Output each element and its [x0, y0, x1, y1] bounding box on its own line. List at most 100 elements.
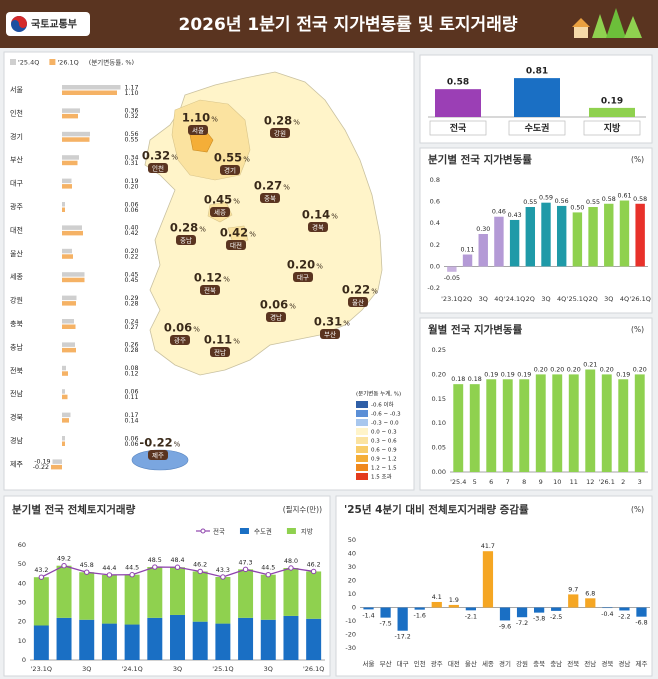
- region-tag-bg: [348, 297, 368, 307]
- map-value: 0.06: [164, 321, 192, 335]
- region-tag: 경기: [220, 165, 240, 175]
- bar: [62, 248, 72, 254]
- x-tick-label: 2Q: [463, 295, 472, 303]
- value-label: 44.4: [102, 565, 116, 572]
- x-tick-label: '25.4: [450, 478, 466, 486]
- bar-segment: [260, 619, 276, 660]
- value-label: 0.40: [125, 225, 139, 232]
- bar: [431, 601, 442, 608]
- line-marker: [197, 568, 203, 575]
- value-label: 0.06: [125, 441, 139, 448]
- line-marker: [129, 572, 135, 578]
- y-tick-label: 0.4: [430, 219, 440, 227]
- map-value: 0.32: [142, 149, 170, 163]
- house-roof: [572, 18, 590, 27]
- x-tick-label: 4Q: [557, 295, 566, 303]
- x-tick-label: '24.1Q: [121, 665, 142, 673]
- map-unit: %: [293, 119, 300, 127]
- bar: [602, 607, 613, 609]
- region-tag-bg: [293, 272, 313, 282]
- value-label: -17.2: [394, 634, 410, 641]
- bar: [62, 131, 90, 137]
- bar: [453, 384, 464, 472]
- bar-segment: [147, 567, 163, 618]
- value-label: 6.8: [585, 590, 595, 597]
- region-tag-bg: [308, 222, 328, 232]
- bar: [62, 113, 78, 119]
- y-tick-label: -20: [345, 631, 356, 639]
- map-legend-swatch: [356, 428, 368, 435]
- bar-segment: [170, 614, 185, 660]
- category-label: 서울: [10, 85, 23, 94]
- map-legend-swatch: [356, 401, 368, 408]
- region-tag-bg: [210, 207, 230, 217]
- x-tick-label: 3Q: [82, 665, 91, 673]
- value-label: 48.4: [170, 557, 184, 564]
- x-tick-label: 전북: [567, 659, 579, 668]
- x-tick-label: 7: [506, 478, 510, 486]
- x-tick-label: 전남: [584, 659, 596, 668]
- category-label: 충북: [10, 319, 23, 328]
- y-tick-label: 0.05: [432, 444, 446, 452]
- map-legend-swatch: [356, 455, 368, 462]
- legend-label: 전국: [213, 527, 225, 536]
- region-name: 충남: [180, 235, 192, 244]
- bar-segment: [260, 574, 276, 620]
- region-tag: 광주: [170, 335, 190, 345]
- value-label: 41.7: [481, 543, 495, 550]
- bar: [525, 207, 536, 267]
- line-marker: [242, 566, 249, 573]
- bar: [62, 254, 73, 259]
- bar: [397, 607, 408, 631]
- value-label: 43.2: [34, 567, 48, 574]
- map-unit: %: [343, 320, 350, 328]
- value-label: 0.14: [125, 417, 139, 424]
- region-name: 제주: [152, 451, 164, 459]
- bar-segment: [79, 572, 95, 620]
- map-value: 0.14: [302, 208, 330, 222]
- x-tick-label: 3Q: [173, 665, 182, 673]
- map-value: 1.10: [182, 111, 210, 125]
- bar: [588, 207, 598, 267]
- map-legend-label: 0.3 ~ 0.6: [371, 438, 397, 444]
- map-unit: %: [171, 154, 178, 162]
- house: [574, 26, 588, 38]
- category-label: 수도권: [525, 122, 550, 134]
- region-tag-bg: [220, 165, 240, 175]
- value-label: 0.18: [451, 376, 465, 383]
- bar: [62, 178, 72, 184]
- map-legend-swatch: [356, 473, 368, 480]
- y-tick-label: 50: [348, 536, 356, 544]
- region-name: 울산: [352, 297, 364, 306]
- x-tick-label: 경남: [618, 659, 630, 668]
- map-unit: %: [233, 338, 240, 346]
- value-label: 0.20: [550, 366, 564, 373]
- bar-segment: [238, 617, 254, 660]
- x-tick-label: 경북: [601, 659, 613, 668]
- bar: [478, 234, 488, 267]
- x-tick-label: 제주: [635, 660, 647, 668]
- line-marker: [152, 564, 158, 570]
- category-label: 지방: [604, 122, 621, 134]
- x-tick-label: 11: [570, 478, 578, 486]
- region-tag: 대구: [293, 272, 313, 282]
- x-tick-label: '26.1Q: [303, 665, 324, 673]
- value-label: 0.30: [476, 226, 490, 233]
- category-label: 대구: [10, 180, 23, 188]
- category-label: 대전: [10, 225, 23, 234]
- value-label: -2.5: [550, 614, 562, 621]
- region-tag: 강원: [270, 128, 290, 138]
- y-tick-label: 20: [348, 577, 356, 585]
- x-tick-label: '25.1Q: [567, 295, 588, 303]
- value-label: 0.11: [461, 247, 475, 254]
- value-label: 0.34: [125, 155, 139, 162]
- x-tick-label: 3Q: [604, 295, 613, 303]
- bar: [414, 607, 425, 610]
- category-label: 인천: [10, 108, 23, 117]
- x-tick-label: 강원: [516, 659, 528, 668]
- bar-segment: [101, 574, 117, 624]
- bar-segment: [283, 615, 299, 660]
- bar: [535, 374, 546, 472]
- map-value: 0.31: [314, 315, 342, 329]
